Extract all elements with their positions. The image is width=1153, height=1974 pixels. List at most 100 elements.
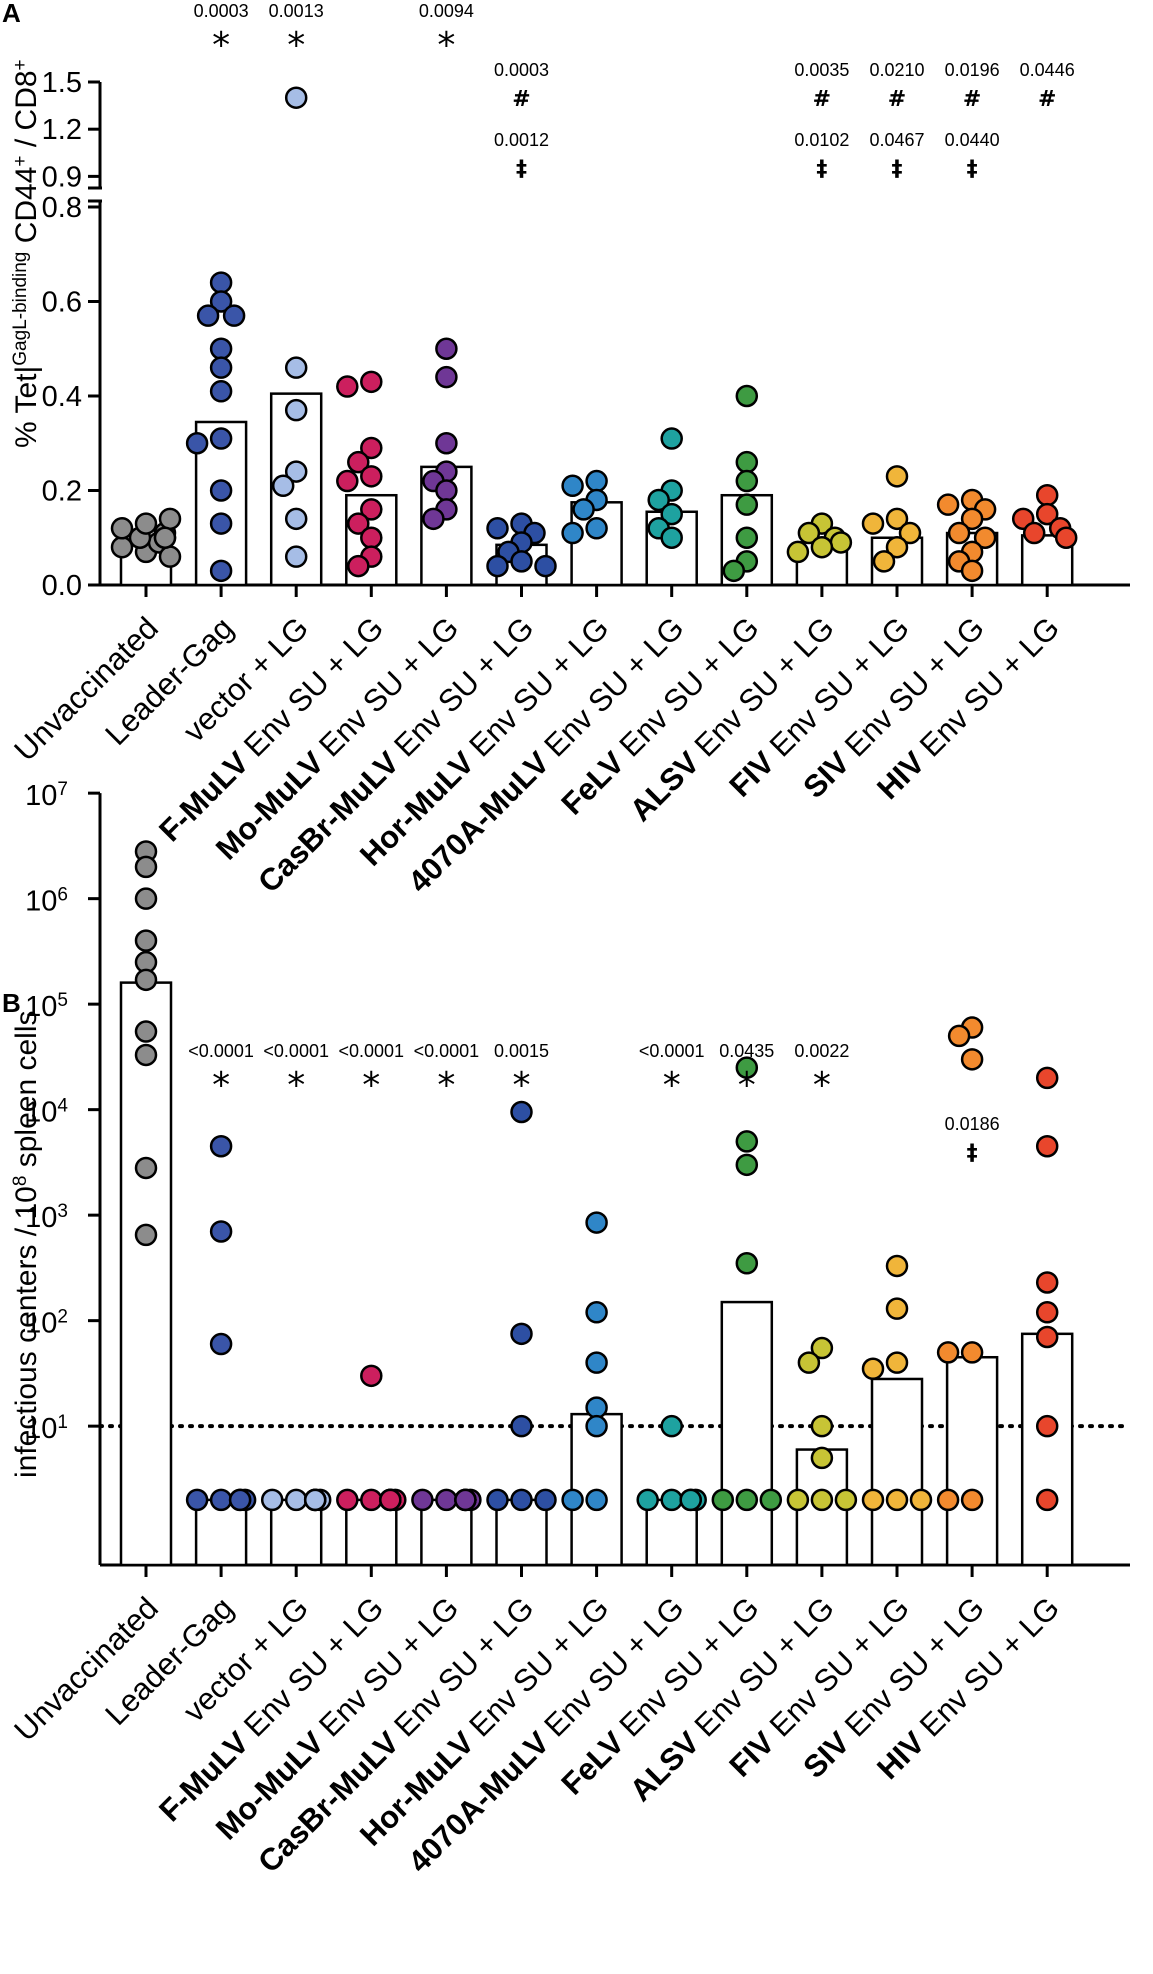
panel-b-p-value: <0.0001	[414, 1041, 480, 1061]
panel-a-data-point	[973, 526, 997, 549]
panel-b-y-axis-title: infectious centers / 108 spleen cells	[10, 1011, 44, 1479]
panel-a-hash-symbol: #	[512, 87, 530, 112]
panel-a-data-point	[898, 521, 922, 545]
panel-a-label: A	[2, 0, 21, 28]
panel-a-data-point	[660, 427, 683, 450]
panel-a-hash-symbol: #	[813, 87, 831, 112]
panel-b-data-point	[585, 1414, 608, 1438]
panel-a-data-point	[360, 370, 383, 394]
panel-a-data-point	[209, 427, 233, 450]
panel-a-y-axis-title: % Tet|GagL-binding CD44+ / CD8+	[10, 59, 44, 448]
panel-b-asterisk-symbol: *	[437, 1065, 455, 1106]
panel-a-hash-symbol: #	[1038, 87, 1056, 112]
panel-b-y-tick-base: 10	[25, 991, 57, 1023]
panel-b-p-value: 0.0015	[494, 1041, 549, 1061]
panel-a-data-point	[735, 469, 759, 493]
panel-b-asterisk-symbol: *	[513, 1065, 531, 1106]
panel-b-data-point	[486, 1488, 509, 1512]
panel-a-data-point	[660, 526, 683, 549]
panel-b-data-point	[759, 1488, 783, 1512]
panel-b-data-point	[360, 1364, 383, 1388]
panel-a-double-dagger-symbol: ‡	[816, 157, 827, 182]
panel-b-data-point	[228, 1488, 252, 1512]
panel-a-data-point	[660, 502, 683, 526]
panel-a-data-point	[585, 517, 608, 540]
panel-b-data-point	[786, 1488, 810, 1512]
panel-b-p-value: <0.0001	[339, 1041, 405, 1061]
panel-b-data-point	[810, 1414, 834, 1438]
panel-a-y-tick-label: 0.9	[42, 161, 82, 193]
panel-b-y-tick-exponent: 6	[57, 884, 68, 905]
panel-b-double-dagger-symbol: ‡	[967, 1141, 978, 1166]
panel-b-data-point	[660, 1414, 683, 1438]
panel-a-asterisk-symbol: *	[212, 25, 230, 66]
panel-a-data-point	[960, 559, 984, 583]
panel-a-data-point	[209, 356, 233, 379]
panel-b-y-tick-base: 10	[25, 886, 57, 918]
panel-a-p-value: 0.0196	[945, 60, 1000, 80]
panel-a-p-value: 0.0210	[869, 60, 924, 80]
panel-a-data-point	[885, 535, 909, 559]
panel-b-data-point	[134, 1156, 158, 1180]
panel-b-data-point	[185, 1488, 209, 1512]
panel-a-p-value: 0.0446	[1020, 60, 1075, 80]
panel-a-data-point	[284, 545, 308, 568]
panel-b-y-tick-exponent: 5	[57, 990, 68, 1011]
panel-a-asterisk-symbol: *	[437, 25, 455, 66]
panel-b-data-point	[679, 1488, 702, 1512]
panel-a-data-point	[435, 365, 458, 389]
panel-b-p-value: 0.0186	[945, 1114, 1000, 1134]
panel-a-y-tick-label: 0.6	[42, 287, 82, 319]
panel-a-data-point	[797, 521, 821, 545]
panel-a-data-point	[486, 554, 509, 578]
panel-b-data-point	[861, 1488, 885, 1512]
panel-b-data-point	[885, 1254, 909, 1278]
panel-a-chart: 0.0 0.2 0.4 0.6 0.80.9 1.2 1.5 0.0003 * 0.0013 * 0.…	[7, 1, 1130, 900]
panel-b-data-point	[1035, 1066, 1059, 1090]
panel-b-data-point	[636, 1488, 659, 1512]
panel-b-data-point	[810, 1336, 834, 1360]
panel-b-y-tick-base: 10	[25, 1097, 57, 1129]
panel-b-data-point	[1035, 1134, 1059, 1158]
panel-a-data-point	[561, 474, 584, 498]
panel-a-data-point	[647, 488, 670, 512]
panel-a-data-point	[360, 436, 383, 460]
panel-b-data-point	[561, 1488, 584, 1512]
panel-b-data-point	[454, 1488, 477, 1512]
panel-b-data-point	[510, 1322, 533, 1346]
panel-a-data-point	[347, 450, 370, 474]
panel-b-data-point	[303, 1488, 327, 1512]
panel-b-data-point	[134, 929, 158, 952]
panel-b-data-point	[585, 1351, 608, 1374]
panel-b-data-point	[209, 1488, 233, 1512]
panel-a-data-point	[829, 531, 853, 554]
panel-a-data-point	[209, 512, 233, 535]
panel-b-y-tick-base: 10	[25, 1202, 57, 1234]
panel-a-asterisk-symbol: *	[287, 25, 305, 66]
panel-a-data-point	[209, 559, 233, 583]
panel-b-y-tick-base: 10	[25, 780, 57, 812]
panel-b-data-point	[284, 1488, 308, 1512]
panel-b-data-point	[585, 1488, 608, 1512]
panel-b-y-tick-label: 106	[25, 884, 68, 918]
panel-a-p-value: 0.0012	[494, 130, 549, 150]
panel-b-y-tick-exponent: 3	[57, 1201, 68, 1222]
panel-a-p-value: 0.0003	[194, 1, 249, 21]
panel-b-data-point	[909, 1488, 933, 1512]
panel-a-data-point	[271, 474, 295, 498]
panel-a-data-point	[158, 545, 182, 568]
panel-b-y-tick-exponent: 2	[57, 1306, 68, 1327]
panel-b-y-tick-label: 101	[25, 1412, 68, 1446]
panel-b-y-tick-label: 102	[25, 1306, 68, 1340]
panel-a-data-point	[936, 493, 960, 516]
panel-a-data-point	[347, 512, 370, 535]
panel-a-data-point	[885, 465, 909, 488]
panel-b-asterisk-symbol: *	[287, 1065, 305, 1106]
panel-a-data-point	[336, 469, 359, 493]
panel-b-y-tick-label: 104	[25, 1095, 68, 1129]
panel-b-p-value: <0.0001	[263, 1041, 329, 1061]
panel-b-asterisk-symbol: *	[212, 1065, 230, 1106]
panel-b-data-point	[585, 1396, 608, 1419]
panel-a-data-point	[572, 498, 595, 521]
